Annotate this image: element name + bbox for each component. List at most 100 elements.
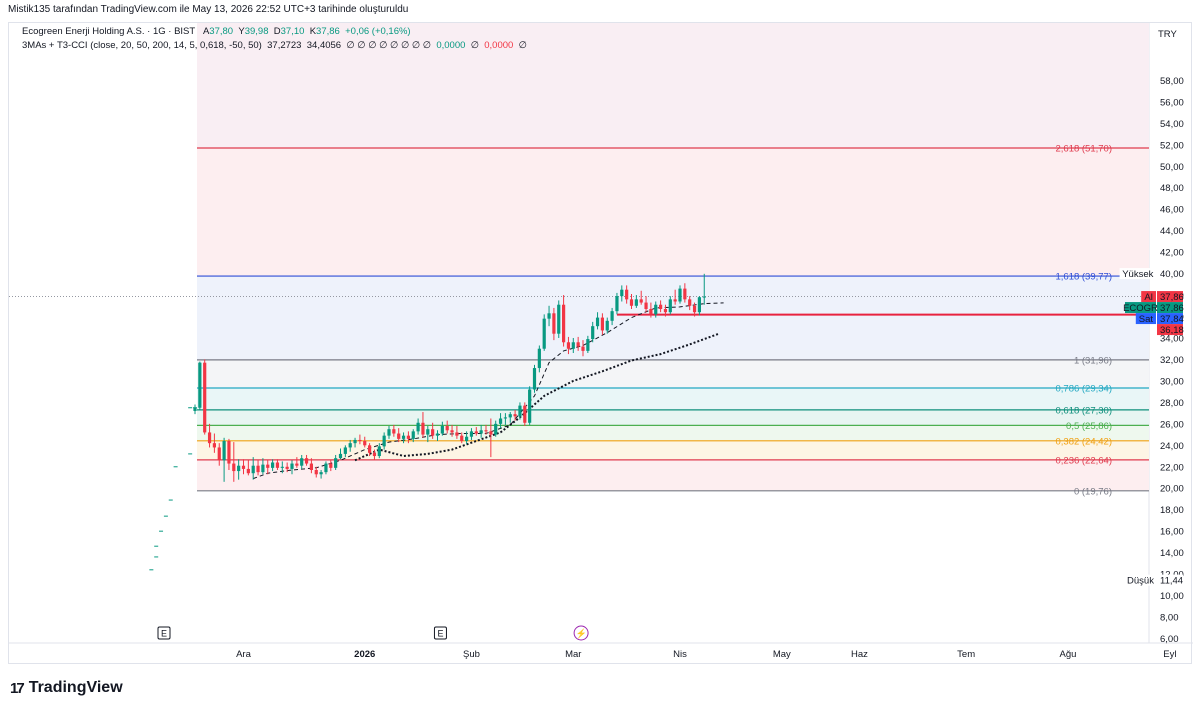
candle-body: [363, 441, 367, 446]
price-label-value: 37,86: [1160, 303, 1184, 314]
y-tick-label: 6,00: [1160, 634, 1179, 645]
price-label: 37,86 Al: [1141, 291, 1184, 303]
candle: [309, 458, 313, 474]
price-label-value: 36,18: [1160, 325, 1184, 336]
y-tick-label: 44,00: [1160, 226, 1184, 237]
close-label: K: [309, 26, 317, 37]
y-tick-label: 10,00: [1160, 591, 1184, 602]
candle-body: [246, 468, 250, 474]
price-chart[interactable]: 2,618 (51,70) 1,618 (39,77) 1 (31,96) 0,786…: [9, 23, 1193, 665]
y-tick-label: 22,00: [1160, 462, 1184, 473]
candle-body: [406, 435, 410, 439]
candle-body: [644, 302, 648, 310]
candle-body: [484, 430, 488, 432]
candle: [290, 460, 294, 475]
candle-body: [445, 425, 449, 431]
candle: [348, 439, 352, 452]
dividend-event-icon[interactable]: ⚡: [573, 625, 589, 641]
candle: [431, 422, 435, 439]
indicator-nulls: ∅ ∅ ∅ ∅ ∅ ∅ ∅ ∅: [346, 40, 432, 51]
candle-body: [479, 430, 483, 434]
candle-body: [440, 425, 444, 434]
candle-body: [455, 432, 459, 436]
fib-level-label: 1,618 (39,77): [1055, 272, 1112, 283]
candle: [513, 409, 517, 421]
candle-body: [227, 441, 231, 464]
candle: [392, 424, 396, 437]
price-label-value: 37,86: [1160, 292, 1184, 303]
candle: [586, 335, 590, 354]
earnings-event-icon[interactable]: E: [433, 626, 447, 640]
fib-zone-top: [197, 23, 1149, 149]
price-label-box: [1157, 324, 1183, 336]
tradingview-brand: TradingView: [28, 679, 123, 696]
x-tick-label: Ağu: [1060, 649, 1077, 660]
candle-body: [634, 299, 638, 306]
y-tick-label: 8,00: [1160, 613, 1179, 624]
candle: [610, 307, 614, 326]
candle: [261, 458, 265, 475]
candle: [217, 443, 221, 466]
candle-body: [639, 299, 643, 303]
candle-body: [566, 342, 571, 349]
candle: [498, 413, 503, 429]
candle-body: [324, 463, 328, 473]
y-tick-label: 52,00: [1160, 140, 1184, 151]
candle: [324, 461, 328, 475]
candle-body: [241, 465, 246, 469]
chart-frame[interactable]: 2,618 (51,70) 1,618 (39,77) 1 (31,96) 0,786…: [8, 22, 1193, 665]
fib-zone: [197, 409, 1149, 426]
candle-body: [537, 348, 541, 369]
price-label: 36,18: [1157, 324, 1184, 336]
candle-body: [266, 464, 270, 468]
symbol-title[interactable]: Ecogreen Enerji Holding A.S. · 1G · BIST: [22, 26, 196, 37]
candle-body: [595, 317, 600, 327]
candle: [377, 443, 381, 459]
candle-body: [528, 389, 532, 423]
fib-level-label: 0,618 (27,30): [1055, 405, 1112, 416]
candle-body: [275, 462, 280, 468]
candle: [304, 454, 309, 466]
candle-body: [523, 405, 527, 423]
candle-body: [338, 453, 343, 459]
symbol-legend: Ecogreen Enerji Holding A.S. · 1G · BIST…: [22, 26, 411, 37]
price-label-box: [1157, 574, 1183, 586]
tradingview-logo-icon: 17: [10, 679, 25, 697]
attribution-text: Mistik135 tarafından TradingView.com ile…: [8, 4, 409, 15]
candle: [207, 423, 212, 448]
tradingview-logo[interactable]: 17 TradingView: [10, 679, 123, 697]
candle: [591, 321, 595, 343]
candle: [595, 312, 600, 330]
price-label-tag: [1125, 574, 1156, 586]
candle-body: [397, 433, 401, 439]
candle-body: [610, 311, 614, 321]
candle-body: [654, 304, 658, 315]
ma-fast-line: [253, 302, 724, 480]
indicator-title[interactable]: 3MAs + T3-CCI (close, 20, 50, 200, 14, 5…: [22, 40, 262, 51]
price-label-tag: [1141, 291, 1156, 303]
price-label-tag: [1135, 313, 1156, 325]
candle: [300, 454, 304, 469]
close-value: 37,86: [316, 26, 340, 37]
price-label: 37,84 Sat: [1135, 313, 1184, 325]
candle: [455, 425, 459, 439]
price-label: 11,44 Düşük: [1125, 574, 1183, 587]
candle-body: [271, 462, 275, 468]
candle-body: [702, 296, 706, 298]
y-tick-label: 32,00: [1160, 355, 1184, 366]
candle: [266, 460, 270, 475]
price-label-value: 11,44: [1160, 576, 1183, 587]
candle: [644, 296, 648, 313]
candle-body: [319, 472, 323, 475]
candle-body: [222, 441, 226, 461]
candle: [683, 283, 687, 303]
earnings-event-icon[interactable]: E: [157, 626, 171, 640]
candle: [295, 457, 299, 468]
candle-body: [518, 405, 522, 417]
indicator-value-1: 37,2723: [267, 40, 302, 51]
candle-body: [343, 447, 347, 454]
price-label-box: [1157, 313, 1183, 325]
candle: [663, 304, 668, 317]
price-label-name: Düşük: [1127, 575, 1154, 586]
candle-body: [513, 414, 517, 417]
